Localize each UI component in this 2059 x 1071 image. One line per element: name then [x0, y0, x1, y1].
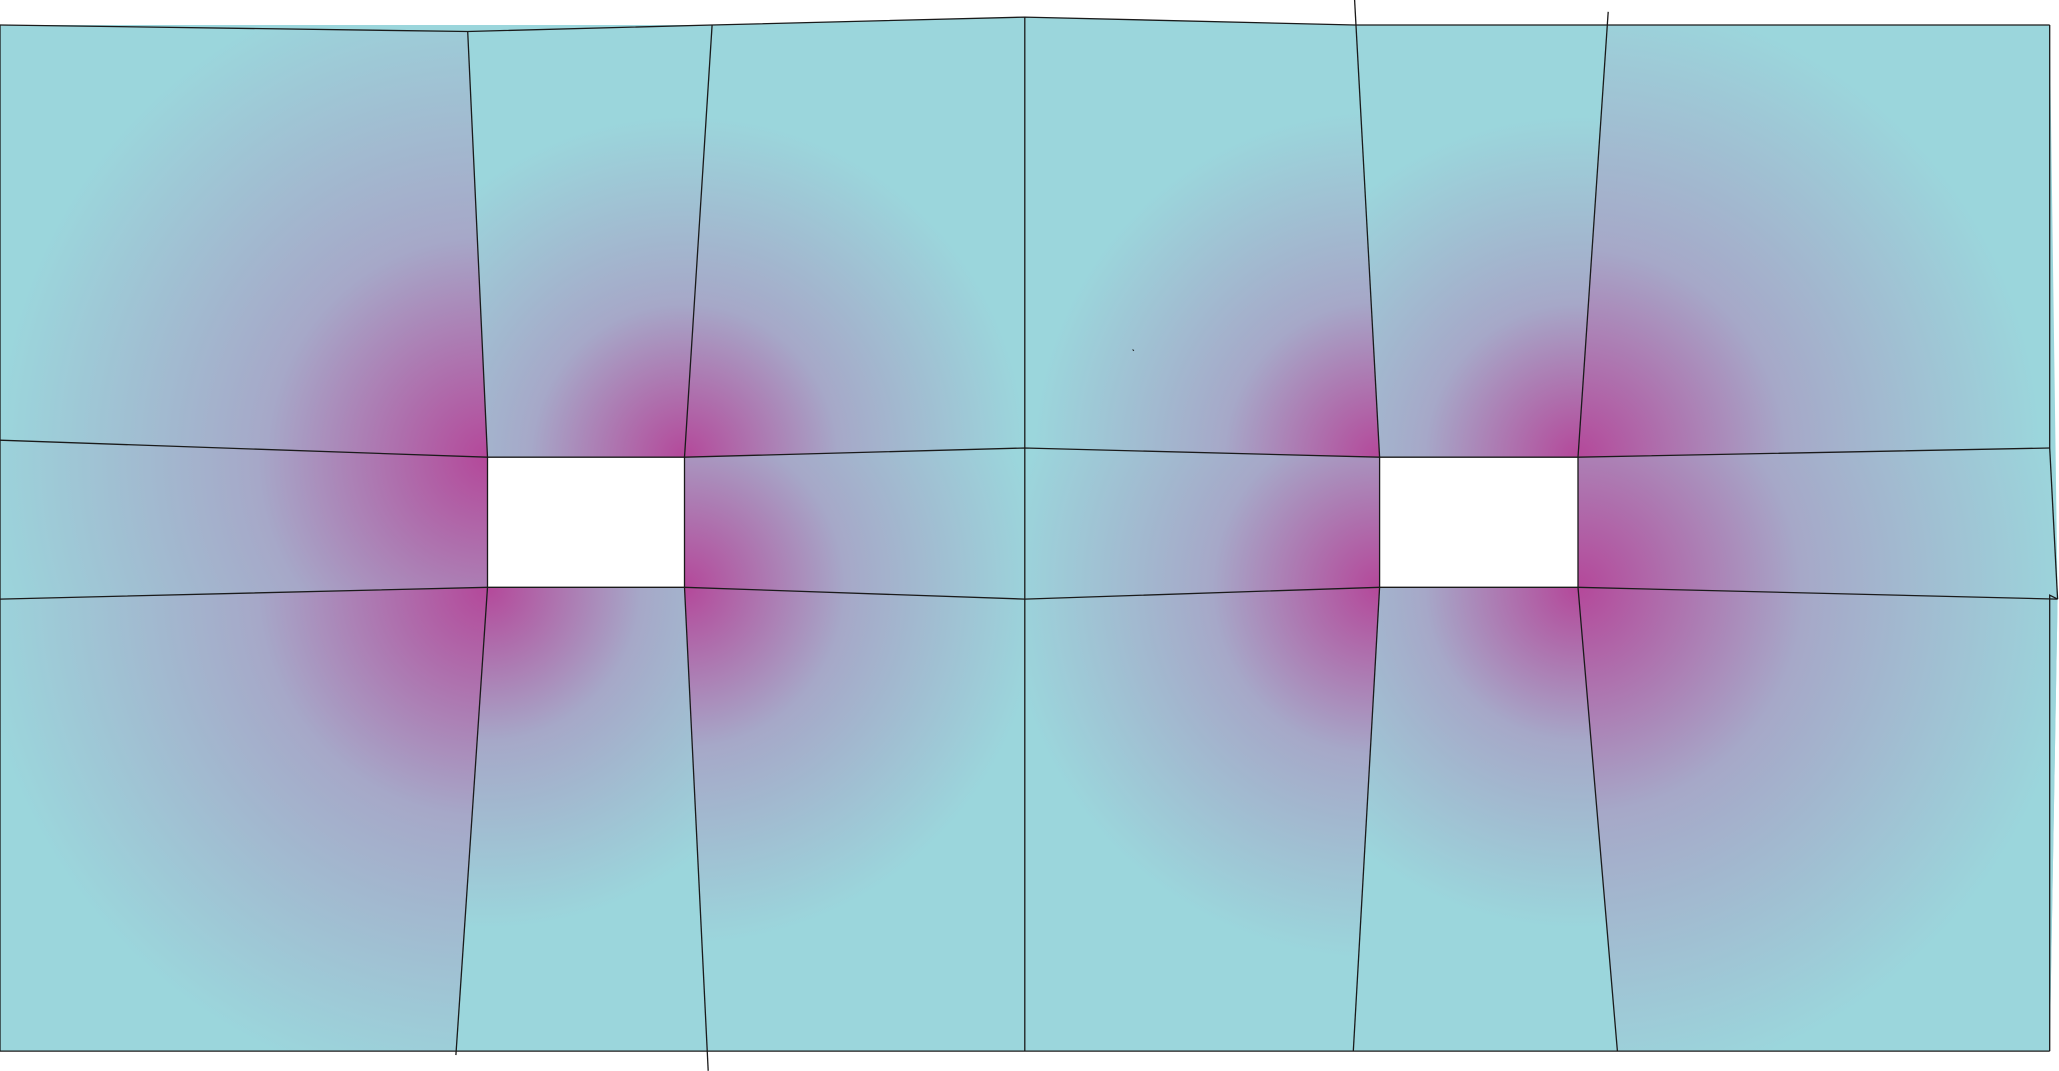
mesh-element-r2-c3: [1024, 587, 1380, 1052]
mesh-line-v4-lower: [1352, 587, 1381, 1052]
mesh-element-r2-c4: [1353, 587, 1618, 1052]
mesh-element-r1-c5: [1578, 448, 2058, 600]
mesh-line-right-edge-lower: [2049, 594, 2058, 1052]
mesh-line-v5-upper: [1577, 11, 1609, 458]
mesh-element-r2-c2: [684, 587, 1025, 1052]
mesh-element-r2-c5: [1578, 587, 2058, 1052]
mesh-line-v2-lower: [683, 587, 709, 1071]
mesh-element-r0-c0: [0, 25, 488, 458]
mesh-element-r0-c1: [467, 25, 713, 458]
mesh-line-right-edge-middle: [2049, 447, 2059, 600]
mesh-element-r1-c0: [0, 440, 488, 600]
mesh-line-v5-lower: [1577, 587, 1619, 1052]
mesh-element-r2-c0: [0, 587, 488, 1052]
mesh-element-r2-c1: [455, 587, 707, 1052]
mesh-element-r0-c4: [1354, 25, 1609, 458]
mesh-line-v4-upper: [1353, 0, 1381, 458]
stray-mark: [1132, 349, 1135, 352]
opening-left: [487, 457, 685, 588]
mesh-line-v2-upper: [683, 24, 713, 458]
mesh-element-r1-c2: [684, 448, 1025, 600]
element-fills: [0, 17, 2058, 1052]
opening-right: [1379, 457, 1578, 588]
mesh-element-r0-c3: [1024, 17, 1380, 458]
mesh-element-r1-c3: [1024, 448, 1380, 600]
mesh-line-v1-lower: [455, 587, 489, 1056]
mesh-element-r0-c5: [1578, 25, 2050, 458]
mesh-element-r0-c2: [684, 17, 1025, 458]
mesh-line-v1-upper: [467, 31, 489, 458]
